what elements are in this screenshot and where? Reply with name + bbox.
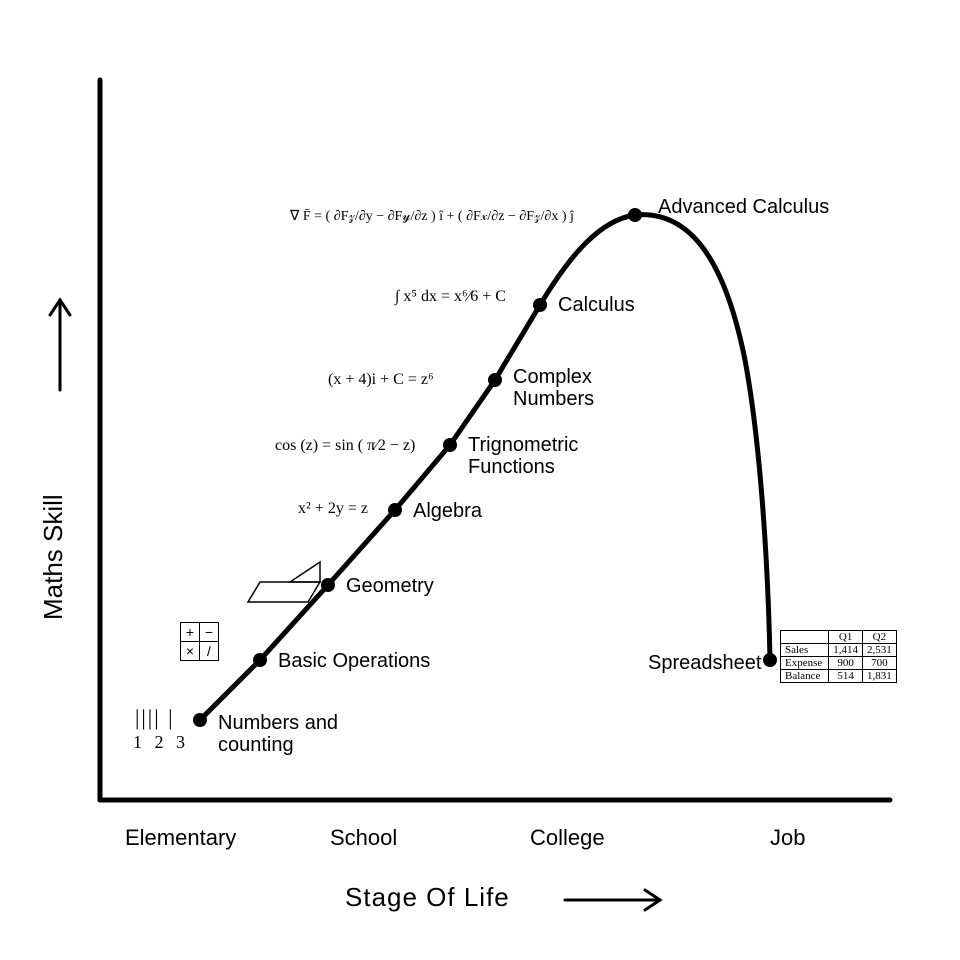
- xtick-school: School: [330, 825, 397, 851]
- label-spreadsheet: Spreadsheet: [648, 652, 761, 674]
- label-complex: Complex Numbers: [513, 366, 623, 410]
- ops-plus: +: [181, 623, 200, 642]
- label-advcalc: Advanced Calculus: [658, 196, 829, 218]
- formula-algebra: x² + 2y = z: [298, 500, 368, 518]
- table-row: Q1 Q2: [781, 631, 897, 644]
- th-q1: Q1: [829, 631, 863, 644]
- formula-trig: cos (z) = sin ( π⁄2 − z): [275, 437, 415, 455]
- xtick-job: Job: [770, 825, 805, 851]
- table-row: Balance 514 1,831: [781, 670, 897, 683]
- geometry-icon: [248, 562, 320, 602]
- td: 2,531: [863, 644, 897, 657]
- label-algebra: Algebra: [413, 500, 482, 522]
- x-axis-title: Stage Of Life: [345, 882, 510, 913]
- label-geometry: Geometry: [346, 575, 434, 597]
- ops-minus: −: [200, 623, 219, 642]
- td: Balance: [781, 670, 829, 683]
- td: Expense: [781, 657, 829, 670]
- formula-integral: ∫ x⁵ dx = x⁶⁄6 + C: [395, 288, 506, 306]
- tally-marks: |||| |: [135, 705, 175, 730]
- formula-complex: (x + 4)i + C = z⁶: [328, 371, 434, 389]
- y-arrow-icon: [50, 300, 70, 390]
- tally-numbers: 1 2 3: [133, 733, 189, 753]
- td: Sales: [781, 644, 829, 657]
- table-row: Expense 900 700: [781, 657, 897, 670]
- x-arrow-icon: [565, 890, 660, 910]
- ops-grid-icon: + − × /: [180, 622, 219, 661]
- label-trig: Trignometric Functions: [468, 434, 608, 478]
- tally-icon: |||| |: [135, 705, 175, 731]
- formula-curl: ∇ F̄ = ( ∂F𝓏/∂y − ∂F𝓎/∂z ) î + ( ∂F𝓍/∂z …: [290, 208, 574, 225]
- table-row: Sales 1,414 2,531: [781, 644, 897, 657]
- td: 900: [829, 657, 863, 670]
- chart-root: Numbers and counting Basic Operations Ge…: [0, 0, 960, 960]
- label-basicops: Basic Operations: [278, 650, 430, 672]
- td: 700: [863, 657, 897, 670]
- xtick-college: College: [530, 825, 605, 851]
- spreadsheet-table: Q1 Q2 Sales 1,414 2,531 Expense 900 700 …: [780, 630, 897, 683]
- label-calculus: Calculus: [558, 294, 635, 316]
- ops-divide: /: [200, 642, 219, 661]
- td: 514: [829, 670, 863, 683]
- ops-times: ×: [181, 642, 200, 661]
- td: 1,414: [829, 644, 863, 657]
- label-numbers: Numbers and counting: [218, 712, 358, 756]
- th-blank: [781, 631, 829, 644]
- y-axis-title: Maths Skill: [38, 494, 69, 620]
- td: 1,831: [863, 670, 897, 683]
- chart-svg: [0, 0, 960, 960]
- xtick-elementary: Elementary: [125, 825, 236, 851]
- th-q2: Q2: [863, 631, 897, 644]
